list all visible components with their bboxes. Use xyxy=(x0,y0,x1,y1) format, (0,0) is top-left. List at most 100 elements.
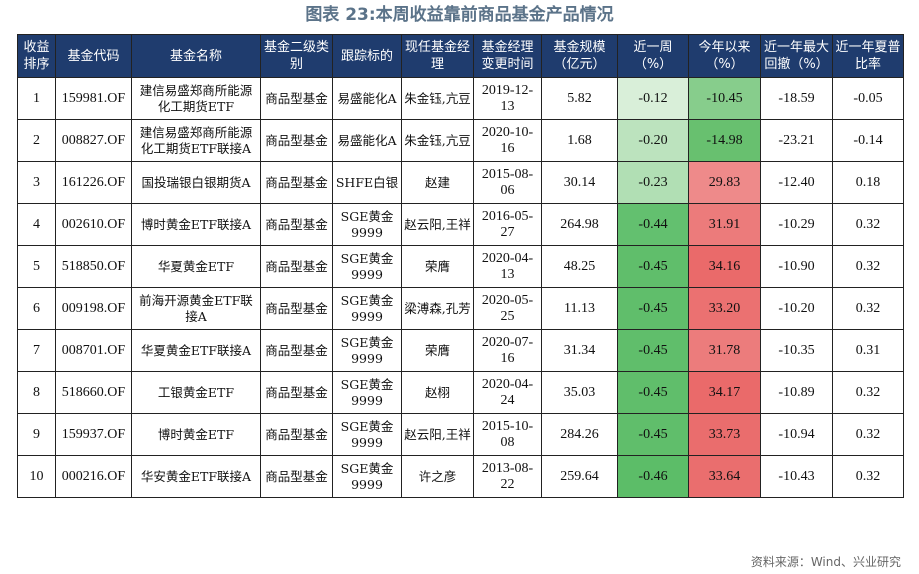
header-cell: 跟踪标的 xyxy=(332,34,402,78)
table-row: 5 518850.OF 华夏黄金ETF 商品型基金 SGE黄金9999 荣膺 2020-04… xyxy=(17,245,904,288)
category-cell: 商品型基金 xyxy=(260,119,333,162)
category-cell: 商品型基金 xyxy=(260,203,333,246)
header-cell: 基金名称 xyxy=(131,34,261,78)
table-row: 2 008827.OF 建信易盛郑商所能源化工期货ETF联接A 商品型基金 易盛能化A 朱… xyxy=(17,119,904,162)
sharpe-cell: 0.32 xyxy=(832,287,904,330)
week-return-cell: -0.45 xyxy=(617,371,689,414)
header-cell: 基金二级类别 xyxy=(260,34,333,78)
code-cell: 009198.OF xyxy=(55,287,132,330)
category-cell: 商品型基金 xyxy=(260,77,333,120)
change-date-cell: 2013-08-22 xyxy=(473,455,542,498)
table-row: 4 002610.OF 博时黄金ETF联接A 商品型基金 SGE黄金9999 赵云阳,王祥… xyxy=(17,203,904,246)
manager-cell: 荣膺 xyxy=(401,245,474,288)
max-drawdown-cell: -10.89 xyxy=(760,371,833,414)
scale-cell: 1.68 xyxy=(541,119,618,162)
header-cell: 基金规模（亿元） xyxy=(541,34,618,78)
header-cell: 近一年夏普比率 xyxy=(832,34,904,78)
change-date-cell: 2015-10-08 xyxy=(473,413,542,456)
category-cell: 商品型基金 xyxy=(260,161,333,204)
rank-cell: 8 xyxy=(17,371,56,414)
max-drawdown-cell: -10.90 xyxy=(760,245,833,288)
scale-cell: 30.14 xyxy=(541,161,618,204)
tracking-cell: SHFE白银 xyxy=(332,161,402,204)
table-row: 8 518660.OF 工银黄金ETF 商品型基金 SGE黄金9999 赵栩 2020-04… xyxy=(17,371,904,414)
rank-cell: 9 xyxy=(17,413,56,456)
max-drawdown-cell: -18.59 xyxy=(760,77,833,120)
name-cell: 博时黄金ETF联接A xyxy=(131,203,261,246)
name-cell: 前海开源黄金ETF联接A xyxy=(131,287,261,330)
sharpe-cell: 0.31 xyxy=(832,329,904,372)
rank-cell: 10 xyxy=(17,455,56,498)
tracking-cell: SGE黄金9999 xyxy=(332,455,402,498)
code-cell: 008827.OF xyxy=(55,119,132,162)
tracking-cell: SGE黄金9999 xyxy=(332,329,402,372)
week-return-cell: -0.46 xyxy=(617,455,689,498)
ytd-return-cell: 33.73 xyxy=(688,413,761,456)
code-cell: 518660.OF xyxy=(55,371,132,414)
code-cell: 002610.OF xyxy=(55,203,132,246)
change-date-cell: 2020-04-24 xyxy=(473,371,542,414)
ytd-return-cell: 34.17 xyxy=(688,371,761,414)
week-return-cell: -0.45 xyxy=(617,245,689,288)
ytd-return-cell: 29.83 xyxy=(688,161,761,204)
sharpe-cell: -0.05 xyxy=(832,77,904,120)
max-drawdown-cell: -10.94 xyxy=(760,413,833,456)
header-cell: 近一周（%） xyxy=(617,34,689,78)
category-cell: 商品型基金 xyxy=(260,287,333,330)
code-cell: 000216.OF xyxy=(55,455,132,498)
ytd-return-cell: 31.78 xyxy=(688,329,761,372)
tracking-cell: 易盛能化A xyxy=(332,77,402,120)
ytd-return-cell: -14.98 xyxy=(688,119,761,162)
sharpe-cell: 0.32 xyxy=(832,371,904,414)
manager-cell: 许之彦 xyxy=(401,455,474,498)
scale-cell: 11.13 xyxy=(541,287,618,330)
change-date-cell: 2020-10-16 xyxy=(473,119,542,162)
manager-cell: 朱金钰,亢豆 xyxy=(401,119,474,162)
tracking-cell: SGE黄金9999 xyxy=(332,413,402,456)
max-drawdown-cell: -10.29 xyxy=(760,203,833,246)
figure-title: 图表 23:本周收益靠前商品基金产品情况 xyxy=(305,5,614,25)
tracking-cell: 易盛能化A xyxy=(332,119,402,162)
max-drawdown-cell: -12.40 xyxy=(760,161,833,204)
manager-cell: 赵栩 xyxy=(401,371,474,414)
header-row: 收益排序 基金代码 基金名称 基金二级类别 跟踪标的 现任基金经理 基金经理变更… xyxy=(17,34,904,78)
rank-cell: 2 xyxy=(17,119,56,162)
week-return-cell: -0.45 xyxy=(617,287,689,330)
ytd-return-cell: 33.20 xyxy=(688,287,761,330)
tracking-cell: SGE黄金9999 xyxy=(332,203,402,246)
header-cell: 收益排序 xyxy=(17,34,56,78)
scale-cell: 31.34 xyxy=(541,329,618,372)
header-cell: 今年以来（%） xyxy=(688,34,761,78)
category-cell: 商品型基金 xyxy=(260,413,333,456)
tracking-cell: SGE黄金9999 xyxy=(332,287,402,330)
sharpe-cell: 0.18 xyxy=(832,161,904,204)
rank-cell: 1 xyxy=(17,77,56,120)
table-row: 10 000216.OF 华安黄金ETF联接A 商品型基金 SGE黄金9999 许之彦 20… xyxy=(17,455,904,498)
manager-cell: 赵建 xyxy=(401,161,474,204)
table-row: 3 161226.OF 国投瑞银白银期货A 商品型基金 SHFE白银 赵建 2015-08-… xyxy=(17,161,904,204)
week-return-cell: -0.20 xyxy=(617,119,689,162)
change-date-cell: 2015-08-06 xyxy=(473,161,542,204)
scale-cell: 35.03 xyxy=(541,371,618,414)
rank-cell: 4 xyxy=(17,203,56,246)
scale-cell: 284.26 xyxy=(541,413,618,456)
code-cell: 008701.OF xyxy=(55,329,132,372)
header-cell: 基金代码 xyxy=(55,34,132,78)
max-drawdown-cell: -10.43 xyxy=(760,455,833,498)
name-cell: 华夏黄金ETF xyxy=(131,245,261,288)
week-return-cell: -0.45 xyxy=(617,413,689,456)
manager-cell: 朱金钰,亢豆 xyxy=(401,77,474,120)
week-return-cell: -0.45 xyxy=(617,329,689,372)
max-drawdown-cell: -10.20 xyxy=(760,287,833,330)
sharpe-cell: 0.32 xyxy=(832,245,904,288)
scale-cell: 5.82 xyxy=(541,77,618,120)
header-cell: 基金经理变更时间 xyxy=(473,34,542,78)
scale-cell: 48.25 xyxy=(541,245,618,288)
fund-table: 收益排序 基金代码 基金名称 基金二级类别 跟踪标的 现任基金经理 基金经理变更… xyxy=(17,34,904,498)
sharpe-cell: 0.32 xyxy=(832,455,904,498)
sharpe-cell: 0.32 xyxy=(832,413,904,456)
max-drawdown-cell: -23.21 xyxy=(760,119,833,162)
ytd-return-cell: 31.91 xyxy=(688,203,761,246)
category-cell: 商品型基金 xyxy=(260,245,333,288)
manager-cell: 赵云阳,王祥 xyxy=(401,203,474,246)
